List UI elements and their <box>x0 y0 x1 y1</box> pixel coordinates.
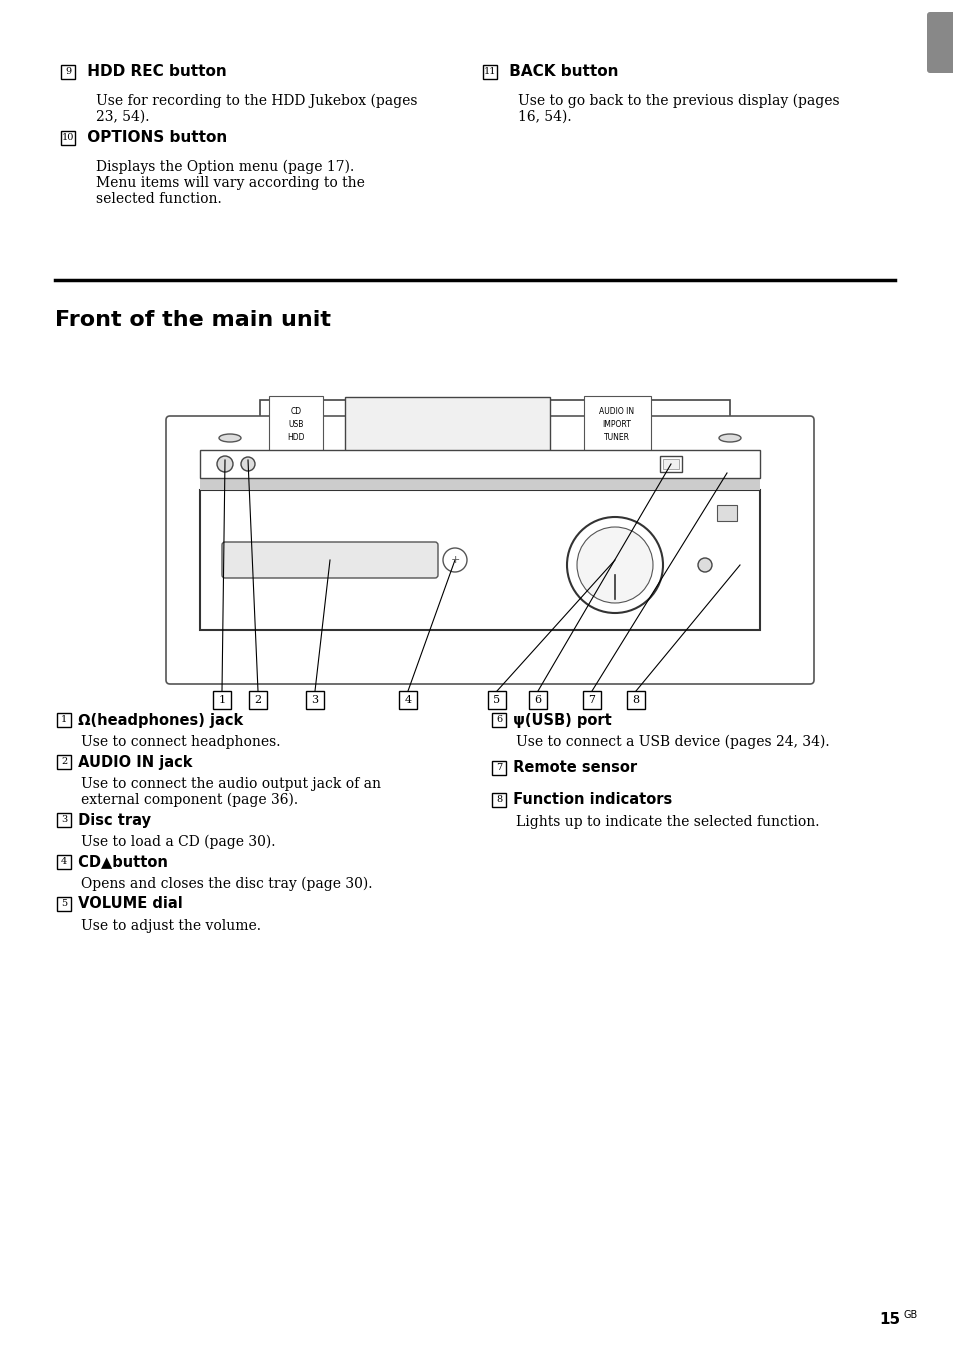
Text: AUDIO IN jack: AUDIO IN jack <box>73 755 193 770</box>
Text: 8: 8 <box>496 795 501 805</box>
Text: 10: 10 <box>62 133 74 143</box>
Text: Use to adjust the volume.: Use to adjust the volume. <box>81 919 261 933</box>
Text: 8: 8 <box>632 696 639 705</box>
Text: Use to go back to the previous display (pages: Use to go back to the previous display (… <box>517 94 839 108</box>
Circle shape <box>698 558 711 572</box>
Text: BACK button: BACK button <box>503 65 618 80</box>
Text: HDD: HDD <box>287 433 304 442</box>
FancyBboxPatch shape <box>492 713 505 727</box>
Text: 2: 2 <box>61 758 67 767</box>
Text: 3: 3 <box>61 816 67 825</box>
FancyBboxPatch shape <box>213 692 231 709</box>
FancyBboxPatch shape <box>345 398 550 456</box>
Text: Front of the main unit: Front of the main unit <box>55 310 331 330</box>
Text: Remote sensor: Remote sensor <box>507 760 637 775</box>
FancyBboxPatch shape <box>269 396 323 453</box>
Text: AUDIO IN: AUDIO IN <box>598 407 634 417</box>
FancyBboxPatch shape <box>626 692 644 709</box>
Circle shape <box>566 518 662 613</box>
Circle shape <box>577 527 652 603</box>
Text: Ω(headphones) jack: Ω(headphones) jack <box>73 713 243 728</box>
Text: IMPORT: IMPORT <box>602 421 631 429</box>
Text: Use for recording to the HDD Jukebox (pages: Use for recording to the HDD Jukebox (pa… <box>96 94 417 108</box>
Text: 7: 7 <box>496 763 501 772</box>
Text: 23, 54).: 23, 54). <box>96 111 150 124</box>
Text: HDD REC button: HDD REC button <box>82 65 227 80</box>
Bar <box>200 479 760 491</box>
Text: Disc tray: Disc tray <box>73 813 151 828</box>
Circle shape <box>241 457 254 470</box>
Text: Menu items will vary according to the: Menu items will vary according to the <box>96 177 364 190</box>
FancyBboxPatch shape <box>659 456 681 472</box>
Text: 9: 9 <box>65 67 71 77</box>
Text: 4: 4 <box>404 696 411 705</box>
Text: TUNER: TUNER <box>603 433 629 442</box>
FancyBboxPatch shape <box>583 396 650 453</box>
Text: CD▲button: CD▲button <box>73 855 168 869</box>
Ellipse shape <box>219 434 241 442</box>
Text: 4: 4 <box>61 857 67 867</box>
Text: VOLUME dial: VOLUME dial <box>73 896 183 911</box>
FancyBboxPatch shape <box>200 491 760 630</box>
FancyBboxPatch shape <box>61 65 75 80</box>
Text: selected function.: selected function. <box>96 191 221 206</box>
Text: OPTIONS button: OPTIONS button <box>82 131 227 146</box>
FancyBboxPatch shape <box>57 855 71 869</box>
Text: 15: 15 <box>878 1313 899 1328</box>
Text: 5: 5 <box>61 899 67 909</box>
Text: 6: 6 <box>496 716 501 724</box>
Text: Function indicators: Function indicators <box>507 793 672 807</box>
FancyBboxPatch shape <box>166 417 813 683</box>
Text: Use to connect the audio output jack of an: Use to connect the audio output jack of … <box>81 776 380 791</box>
FancyBboxPatch shape <box>926 12 953 73</box>
Text: Displays the Option menu (page 17).: Displays the Option menu (page 17). <box>96 160 354 174</box>
Text: USB: USB <box>288 421 303 429</box>
Text: Use to load a CD (page 30).: Use to load a CD (page 30). <box>81 834 275 849</box>
Text: 11: 11 <box>483 67 496 77</box>
Text: GB: GB <box>903 1310 918 1320</box>
FancyBboxPatch shape <box>57 813 71 828</box>
FancyBboxPatch shape <box>306 692 324 709</box>
Text: Use to connect headphones.: Use to connect headphones. <box>81 735 280 749</box>
FancyBboxPatch shape <box>398 692 416 709</box>
FancyBboxPatch shape <box>662 460 679 469</box>
Text: 1: 1 <box>61 716 67 724</box>
Text: 16, 54).: 16, 54). <box>517 111 571 124</box>
FancyBboxPatch shape <box>61 131 75 146</box>
FancyBboxPatch shape <box>482 65 497 80</box>
Text: 3: 3 <box>311 696 318 705</box>
FancyBboxPatch shape <box>492 793 505 807</box>
FancyBboxPatch shape <box>529 692 546 709</box>
Circle shape <box>216 456 233 472</box>
FancyBboxPatch shape <box>249 692 267 709</box>
Text: 7: 7 <box>588 696 595 705</box>
Text: +: + <box>450 555 459 565</box>
FancyBboxPatch shape <box>57 755 71 768</box>
Text: 2: 2 <box>254 696 261 705</box>
Text: 1: 1 <box>218 696 225 705</box>
Ellipse shape <box>719 434 740 442</box>
Text: Use to connect a USB device (pages 24, 34).: Use to connect a USB device (pages 24, 3… <box>516 735 829 749</box>
FancyBboxPatch shape <box>57 896 71 911</box>
Text: ψ(USB) port: ψ(USB) port <box>507 713 611 728</box>
Text: external component (page 36).: external component (page 36). <box>81 793 297 807</box>
Text: 5: 5 <box>493 696 500 705</box>
FancyBboxPatch shape <box>260 400 729 460</box>
FancyBboxPatch shape <box>198 488 761 632</box>
FancyBboxPatch shape <box>492 762 505 775</box>
Circle shape <box>442 549 467 572</box>
Text: 6: 6 <box>534 696 541 705</box>
FancyBboxPatch shape <box>717 506 737 520</box>
FancyBboxPatch shape <box>200 450 760 479</box>
FancyBboxPatch shape <box>57 713 71 727</box>
Text: Opens and closes the disc tray (page 30).: Opens and closes the disc tray (page 30)… <box>81 876 372 891</box>
Text: CD: CD <box>290 407 301 417</box>
FancyBboxPatch shape <box>582 692 600 709</box>
FancyBboxPatch shape <box>488 692 505 709</box>
FancyBboxPatch shape <box>222 542 437 578</box>
Text: Lights up to indicate the selected function.: Lights up to indicate the selected funct… <box>516 816 819 829</box>
